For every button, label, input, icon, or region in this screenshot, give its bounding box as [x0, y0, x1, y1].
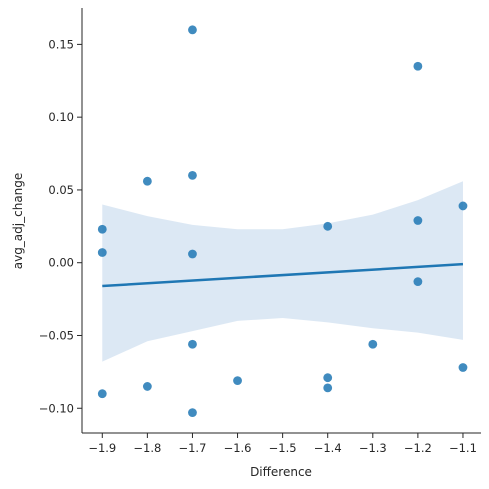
y-axis-label: avg_adj_change [11, 173, 25, 270]
x-tick-label: −1.9 [88, 441, 116, 455]
y-tick-label: −0.05 [39, 328, 74, 342]
confidence-band-layer [102, 181, 463, 362]
y-ticks: −0.10 −0.05 0.00 0.05 0.10 0.15 [39, 37, 82, 415]
scatter-point [413, 216, 423, 225]
scatter-point [97, 248, 107, 257]
y-tick-label: 0.15 [48, 37, 74, 51]
x-tick-label: −1.1 [449, 441, 477, 455]
scatter-point [142, 382, 152, 391]
y-tick-label: −0.10 [39, 401, 74, 415]
scatter-point [188, 249, 197, 259]
points-layer [97, 25, 468, 418]
scatter-point [458, 363, 468, 372]
scatter-point [233, 376, 242, 386]
x-tick-label: −1.2 [404, 441, 432, 455]
scatter-point [188, 408, 197, 418]
x-tick-label: −1.7 [178, 441, 206, 455]
confidence-band [102, 181, 463, 362]
y-tick-label: 0.10 [48, 110, 74, 124]
scatter-point [413, 277, 423, 287]
x-tick-label: −1.5 [269, 441, 297, 455]
scatter-point [458, 201, 468, 211]
x-tick-label: −1.6 [224, 441, 252, 455]
scatter-point [97, 389, 107, 399]
scatter-point [323, 373, 333, 383]
y-tick-label: 0.00 [48, 256, 74, 270]
scatter-point [368, 339, 378, 349]
scatter-point [142, 176, 152, 186]
x-tick-label: −1.8 [133, 441, 161, 455]
scatter-point [188, 170, 197, 180]
regression-line-layer [102, 262, 464, 288]
x-ticks: −1.9 −1.8 −1.7 −1.6 −1.5 −1.4 −1.3 −1.2 −1.1 [88, 433, 477, 455]
scatter-point [97, 224, 107, 234]
scatter-point [323, 383, 333, 393]
scatter-point [188, 25, 197, 35]
y-tick-label: 0.05 [48, 183, 74, 197]
scatter-point [188, 339, 197, 349]
scatter-point [413, 61, 423, 71]
axes-layer [81, 8, 481, 434]
x-tick-label: −1.3 [359, 441, 387, 455]
x-axis-label: Difference [250, 465, 312, 479]
scatter-point [323, 221, 333, 231]
x-tick-label: −1.4 [314, 441, 342, 455]
regression-line [102, 262, 464, 288]
